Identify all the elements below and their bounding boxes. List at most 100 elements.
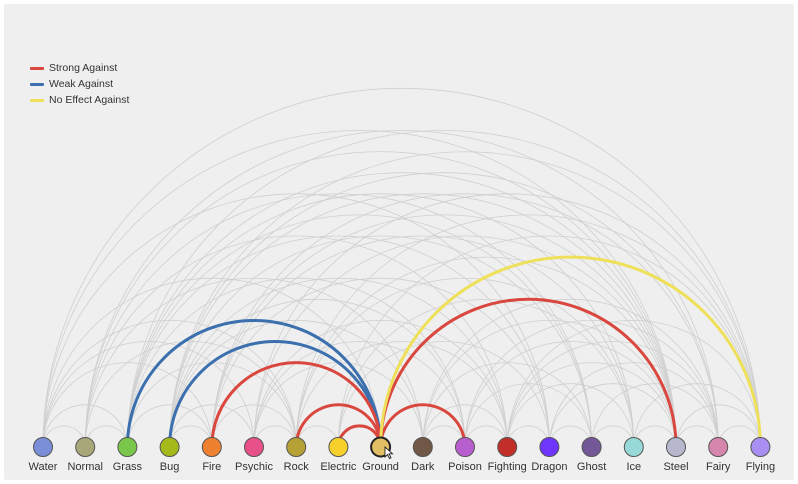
legend-label-weak-against: Weak Against bbox=[49, 78, 114, 90]
edge-dragon-steel bbox=[549, 383, 677, 448]
node-ice[interactable]: Ice bbox=[623, 437, 644, 474]
edge-bug-fairy bbox=[169, 172, 719, 448]
edge-dark-fairy bbox=[422, 298, 719, 448]
node-electric[interactable]: Electric bbox=[320, 437, 357, 474]
node-rock[interactable]: Rock bbox=[284, 437, 310, 474]
edge-water-steel bbox=[42, 130, 677, 448]
node-circle-dark[interactable] bbox=[412, 437, 433, 457]
edge-steel-flying bbox=[675, 404, 761, 448]
edge-fighting-ice bbox=[506, 383, 635, 448]
node-circle-bug[interactable] bbox=[159, 437, 180, 457]
node-label-electric: Electric bbox=[320, 461, 357, 473]
strong-against-swatch bbox=[30, 66, 44, 70]
node-grass[interactable]: Grass bbox=[113, 437, 143, 474]
highlight-edge-ground-grass bbox=[125, 318, 383, 449]
edge-bug-psychic bbox=[169, 404, 255, 448]
node-circle-flying[interactable] bbox=[750, 437, 771, 457]
highlight-edge-ground-flying bbox=[379, 255, 762, 449]
edge-fighting-flying bbox=[506, 320, 761, 448]
edge-fire-dragon bbox=[211, 277, 550, 448]
node-label-fairy: Fairy bbox=[706, 461, 731, 473]
weak-against-swatch bbox=[30, 82, 44, 86]
node-circle-steel[interactable] bbox=[666, 437, 686, 457]
edge-grass-ghost bbox=[127, 214, 592, 448]
legend-label-no-effect-against: No Effect Against bbox=[49, 94, 130, 106]
highlight-edge-ground-rock bbox=[294, 403, 383, 449]
legend: Strong Against Weak Against No Effect Ag… bbox=[30, 60, 129, 108]
node-label-normal: Normal bbox=[67, 461, 102, 473]
node-circle-fire[interactable] bbox=[201, 437, 222, 457]
edge-bug-flying bbox=[169, 151, 761, 448]
node-poison[interactable]: Poison bbox=[448, 437, 482, 474]
highlight-edge-ground-fire bbox=[210, 361, 383, 449]
highlight-edge-ground-steel bbox=[379, 297, 678, 449]
mouse-cursor-icon bbox=[384, 446, 394, 460]
node-circle-fairy[interactable] bbox=[708, 437, 729, 457]
edge-fire-fairy bbox=[211, 193, 719, 448]
edge-ice-flying bbox=[633, 383, 761, 448]
edge-dark-steel bbox=[422, 320, 677, 448]
node-circle-poison[interactable] bbox=[455, 437, 475, 457]
edge-fire-steel bbox=[211, 214, 677, 448]
node-circle-grass[interactable] bbox=[117, 437, 138, 457]
edge-rock-steel bbox=[295, 256, 677, 448]
legend-item-weak-against: Weak Against bbox=[30, 76, 129, 92]
node-label-rock: Rock bbox=[284, 461, 310, 473]
highlighted-edges bbox=[125, 255, 762, 449]
node-label-flying: Flying bbox=[746, 461, 775, 473]
node-circle-psychic[interactable] bbox=[244, 437, 264, 457]
node-circle-rock[interactable] bbox=[286, 437, 307, 457]
edge-grass-flying bbox=[127, 130, 761, 448]
node-label-fighting: Fighting bbox=[488, 461, 527, 473]
edge-electric-dragon bbox=[338, 341, 550, 448]
node-flying[interactable]: Flying bbox=[746, 437, 775, 474]
node-steel[interactable]: Steel bbox=[663, 437, 689, 474]
edge-dragon-fairy bbox=[549, 362, 719, 448]
edge-normal-steel bbox=[84, 151, 677, 448]
node-circle-ice[interactable] bbox=[623, 437, 644, 457]
node-label-bug: Bug bbox=[160, 461, 180, 473]
edge-fighting-steel bbox=[506, 362, 677, 448]
edge-ghost-fairy bbox=[591, 383, 719, 448]
node-label-ground: Ground bbox=[362, 461, 399, 473]
node-bug[interactable]: Bug bbox=[159, 437, 180, 474]
edge-water-psychic bbox=[42, 341, 255, 448]
node-circle-ghost[interactable] bbox=[581, 437, 602, 457]
node-normal[interactable]: Normal bbox=[67, 437, 103, 474]
legend-label-strong-against: Strong Against bbox=[49, 62, 118, 74]
no-effect-against-swatch bbox=[30, 98, 44, 102]
node-circle-electric[interactable] bbox=[328, 437, 349, 457]
node-label-ice: Ice bbox=[626, 461, 641, 473]
edge-normal-fairy bbox=[84, 130, 719, 448]
node-psychic[interactable]: Psychic bbox=[235, 437, 273, 474]
highlight-edge-ground-bug bbox=[168, 340, 383, 449]
node-water[interactable]: Water bbox=[29, 437, 58, 474]
node-circle-normal[interactable] bbox=[75, 437, 96, 457]
edge-rock-flying bbox=[295, 214, 761, 448]
type-nodes: Water Normal Grass Bug Fire Psychic Rock Electr… bbox=[29, 436, 775, 474]
node-label-fire: Fire bbox=[202, 461, 221, 473]
node-dragon[interactable]: Dragon bbox=[531, 437, 567, 474]
node-fairy[interactable]: Fairy bbox=[706, 437, 731, 474]
edge-rock-fighting bbox=[295, 341, 508, 448]
edge-psychic-flying bbox=[253, 193, 761, 448]
node-fighting[interactable]: Fighting bbox=[488, 437, 527, 474]
node-label-grass: Grass bbox=[113, 461, 143, 473]
edge-rock-ice bbox=[295, 277, 635, 448]
node-fire[interactable]: Fire bbox=[201, 437, 222, 474]
node-ghost[interactable]: Ghost bbox=[577, 437, 606, 474]
legend-item-strong-against: Strong Against bbox=[30, 60, 129, 76]
edge-water-flying bbox=[42, 87, 761, 448]
node-label-psychic: Psychic bbox=[235, 461, 273, 473]
node-label-dragon: Dragon bbox=[531, 461, 567, 473]
edge-grass-dragon bbox=[127, 235, 550, 448]
node-dark[interactable]: Dark bbox=[411, 437, 435, 474]
edge-fire-rock bbox=[211, 404, 297, 448]
node-circle-dragon[interactable] bbox=[539, 437, 560, 457]
node-circle-fighting[interactable] bbox=[497, 437, 518, 457]
edge-electric-flying bbox=[338, 235, 761, 448]
highlight-edge-ground-poison bbox=[379, 403, 467, 449]
edge-water-grass bbox=[42, 404, 128, 448]
node-circle-water[interactable] bbox=[33, 437, 53, 457]
node-label-ghost: Ghost bbox=[577, 461, 606, 473]
